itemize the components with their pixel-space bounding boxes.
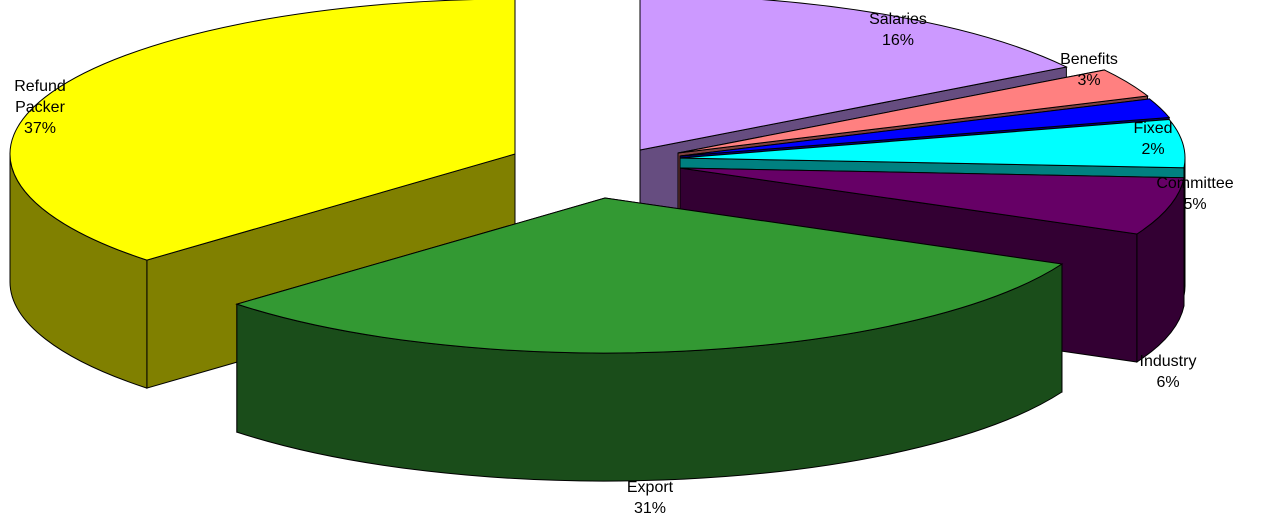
- slice-top: [679, 98, 1171, 157]
- slice-label-refund-packer: Refund Packer 37%: [14, 78, 66, 137]
- slice-label-committee: Committee 5%: [1156, 175, 1233, 213]
- slice-label-benefits: Benefits 3%: [1060, 51, 1118, 89]
- slice-top: [235, 197, 1064, 354]
- slice-top: [679, 167, 1185, 235]
- slice-top: [639, 0, 1068, 151]
- slice-top: [677, 69, 1149, 154]
- slice-label-fixed: Fixed 2%: [1133, 120, 1172, 158]
- labels-layer: Salaries 16% Benefits 3% Fixed 2% Committee 5% I…: [14, 11, 1234, 517]
- pie-slice-export: [235, 197, 1064, 482]
- slice-top: [9, 0, 516, 261]
- slice-label-industry: Industry 6%: [1140, 353, 1197, 391]
- slices-layer: [9, 0, 1186, 482]
- slice-label-export: Export 31%: [627, 479, 674, 517]
- slice-label-salaries: Salaries 16%: [869, 11, 927, 49]
- slice-top: [679, 118, 1186, 169]
